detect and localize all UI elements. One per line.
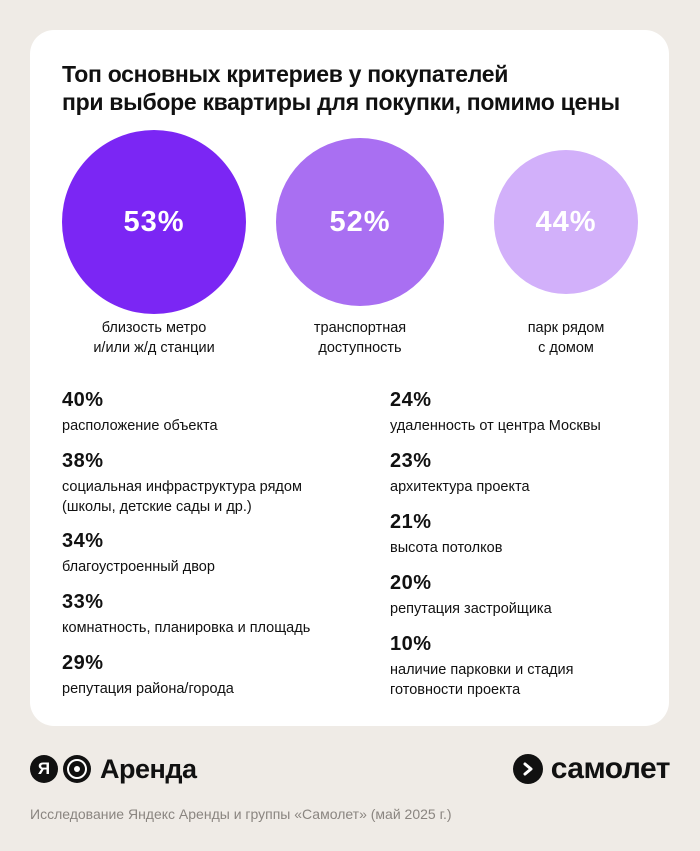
criterion-value: 23% [390,450,432,472]
criterion-value: 33% [62,591,104,613]
criterion-value: 10% [390,633,432,655]
top-criterion-value: 53% [123,205,185,238]
criterion-label: высота потолков [390,538,680,558]
samolet-logo: самолет [512,752,671,786]
criterion-value: 40% [62,389,104,411]
criterion-value: 38% [62,450,104,472]
criterion-label-line: готовности проекта [390,682,521,698]
criterion-label-line: удаленность от центра Москвы [390,418,601,434]
criterion-item: 24% удаленность от центра Москвы [390,389,680,436]
criterion-item: 10% наличие парковки и стадия готовности п… [390,633,680,700]
criterion-item: 23% архитектура проекта [390,450,680,497]
criterion-label-line: комнатность, планировка и площадь [62,620,311,636]
criterion-label-line: (школы, детские сады и др.) [62,499,252,515]
top-criterion-label-line: близость метро [101,320,207,336]
top-criterion-label: парк рядом с домом [466,318,666,358]
criterion-item: 33% комнатность, планировка и площадь [62,591,352,638]
top-criterion-label-line: с домом [538,340,594,356]
criterion-label-line: расположение объекта [62,418,218,434]
criterion-label: комнатность, планировка и площадь [62,618,352,638]
top-criterion-label: близость метро и/или ж/д станции [54,318,254,358]
criterion-label-line: высота потолков [390,540,503,556]
criterion-label: удаленность от центра Москвы [390,416,680,436]
top-criterion-circle: 53% [62,130,246,314]
samolet-logo-text: самолет [550,752,671,785]
criterion-value: 29% [62,652,104,674]
chart-title-line-2: при выборе квартиры для покупки, помимо … [62,89,620,115]
samolet-arrow-icon [512,754,543,784]
criterion-value: 20% [390,572,432,594]
top-criterion-label-line: парк рядом [527,320,605,336]
top-criterion-value: 52% [329,205,391,238]
chart-title: Топ основных критериев у покупателей при… [62,60,652,116]
criterion-item: 29% репутация района/города [62,652,352,699]
criterion-item: 21% высота потолков [390,511,680,558]
criterion-value: 34% [62,530,104,552]
criterion-label: благоустроенный двор [62,557,352,577]
criterion-label-line: благоустроенный двор [62,559,215,575]
top-criterion-circle: 44% [494,150,638,294]
criterion-label: репутация района/города [62,679,352,699]
chart-title-line-1: Топ основных критериев у покупателей [62,61,509,87]
criterion-label: архитектура проекта [390,477,680,497]
arenda-circle-icon [63,755,91,783]
criterion-value: 24% [390,389,432,411]
criterion-label-line: архитектура проекта [390,479,530,495]
top-criterion-label-line: транспортная [313,320,407,336]
criterion-item: 34% благоустроенный двор [62,530,352,577]
criterion-label: расположение объекта [62,416,352,436]
top-criterion-circle: 52% [276,138,444,306]
yandex-logo-icon: Я [30,755,58,783]
criterion-label-line: наличие парковки и стадия [390,662,574,678]
criterion-label: социальная инфраструктура рядом (школы, д… [62,477,352,517]
criterion-label: наличие парковки и стадия готовности прое… [390,660,680,700]
criterion-item: 38% социальная инфраструктура рядом (школы… [62,450,352,517]
infographic-card: Топ основных критериев у покупателей при… [30,30,669,726]
criterion-label: репутация застройщика [390,599,680,619]
criterion-item: 20% репутация застройщика [390,572,680,619]
yandex-arenda-logo: Я Аренда [30,752,197,786]
criterion-label-line: социальная инфраструктура рядом [62,479,302,495]
top-criterion-label: транспортная доступность [260,318,460,358]
top-criterion-label-line: и/или ж/д станции [93,340,215,356]
criterion-value: 21% [390,511,432,533]
top-criterion-value: 44% [535,205,597,238]
criterion-label-line: репутация района/города [62,681,234,697]
source-footnote: Исследование Яндекс Аренды и группы «Сам… [30,806,452,822]
criterion-item: 40% расположение объекта [62,389,352,436]
arenda-logo-text: Аренда [100,753,197,784]
top-criterion-label-line: доступность [318,340,402,356]
criterion-label-line: репутация застройщика [390,601,552,617]
